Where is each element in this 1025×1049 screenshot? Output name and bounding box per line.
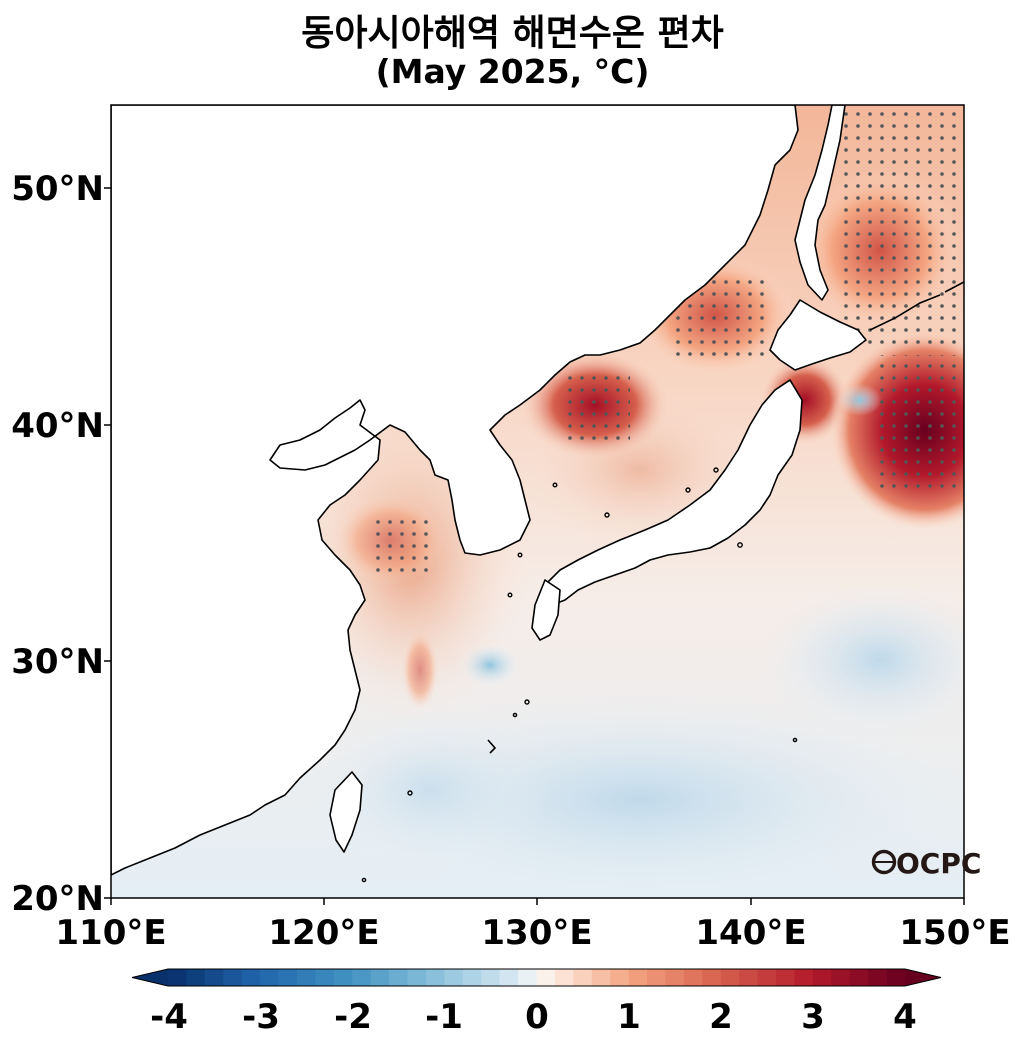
colorbar-segment <box>757 969 777 986</box>
colorbar-label-neg1: -1 <box>425 997 463 1037</box>
colorbar-label-1: 1 <box>617 997 641 1037</box>
colorbar-label-neg4: -4 <box>150 997 188 1037</box>
colorbar-segment <box>260 969 279 986</box>
colorbar-extend-min <box>132 969 168 986</box>
colorbar-segment <box>407 969 427 986</box>
logo-text: OCPC <box>896 847 981 880</box>
colorbar-extend-max <box>905 969 941 986</box>
colorbar-segment <box>536 969 556 986</box>
colorbar-segment <box>665 969 685 986</box>
lat-label-40: 40°N <box>11 406 104 446</box>
colorbar-segment <box>481 969 501 986</box>
colorbar-segment <box>186 969 206 986</box>
colorbar-segment <box>499 969 519 986</box>
map-subtitle: (May 2025, °C) <box>375 52 650 91</box>
colorbar-segment <box>610 969 630 986</box>
colorbar-label-neg2: -2 <box>334 997 372 1037</box>
colorbar-segment <box>554 969 574 986</box>
colorbar-label-4: 4 <box>893 997 917 1037</box>
colorbar-segment <box>444 969 464 986</box>
colorbar-segment <box>518 969 537 986</box>
colorbar-segment <box>628 969 648 986</box>
lat-label-20: 20°N <box>11 879 104 919</box>
colorbar-segment <box>794 969 814 986</box>
ocpc-logo: OCPC <box>871 847 981 880</box>
colorbar-segment <box>278 969 298 986</box>
colorbar-segment <box>683 969 703 986</box>
colorbar-segment <box>462 969 482 986</box>
colorbar-segment <box>333 969 353 986</box>
colorbar-segment <box>352 969 372 986</box>
colorbar-label-2: 2 <box>709 997 733 1037</box>
colorbar-segment <box>776 969 795 986</box>
colorbar-segment <box>370 969 390 986</box>
colorbar-segment <box>720 969 740 986</box>
lat-label-30: 30°N <box>11 642 104 682</box>
colorbar <box>131 968 942 987</box>
colorbar-label-neg3: -3 <box>242 997 280 1037</box>
colorbar-outline <box>131 968 942 987</box>
colorbar-segment <box>739 969 758 986</box>
colorbar-segment <box>702 969 722 986</box>
colorbar-segment <box>812 969 832 986</box>
lon-label-120: 120°E <box>268 913 380 953</box>
colorbar-segment <box>831 969 851 986</box>
colorbar-segment <box>168 969 187 986</box>
colorbar-label-0: 0 <box>525 997 549 1037</box>
colorbar-segment <box>647 969 666 986</box>
colorbar-label-3: 3 <box>801 997 825 1037</box>
colorbar-segment <box>849 969 869 986</box>
colorbar-segment <box>241 969 261 986</box>
map-title: 동아시아해역 해면수온 편차 <box>301 13 724 54</box>
colorbar-segment <box>389 969 408 986</box>
lon-label-130: 130°E <box>481 913 593 953</box>
lon-label-110: 110°E <box>55 913 167 953</box>
colorbar-segment <box>425 969 445 986</box>
colorbar-segment <box>886 969 906 986</box>
colorbar-segment <box>296 969 316 986</box>
colorbar-segment <box>591 969 611 986</box>
lon-label-140: 140°E <box>695 913 807 953</box>
lon-label-150: 150°E <box>899 913 1011 953</box>
colorbar-segment <box>868 969 887 986</box>
colorbar-segment <box>315 969 335 986</box>
colorbar-segment <box>223 969 243 986</box>
colorbar-segment <box>573 969 593 986</box>
lat-label-50: 50°N <box>11 169 104 209</box>
colorbar-segment <box>204 969 224 986</box>
